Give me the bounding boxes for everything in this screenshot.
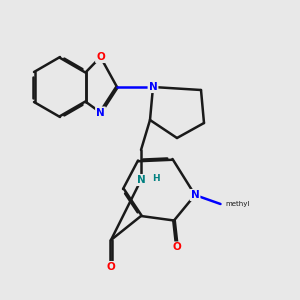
Text: N: N bbox=[190, 190, 200, 200]
Text: H: H bbox=[152, 174, 160, 183]
Text: O: O bbox=[172, 242, 182, 253]
Text: N: N bbox=[136, 175, 146, 185]
Text: N: N bbox=[148, 82, 158, 92]
Text: N: N bbox=[96, 107, 105, 118]
Text: O: O bbox=[106, 262, 116, 272]
Text: methyl: methyl bbox=[225, 201, 249, 207]
Text: O: O bbox=[96, 52, 105, 62]
